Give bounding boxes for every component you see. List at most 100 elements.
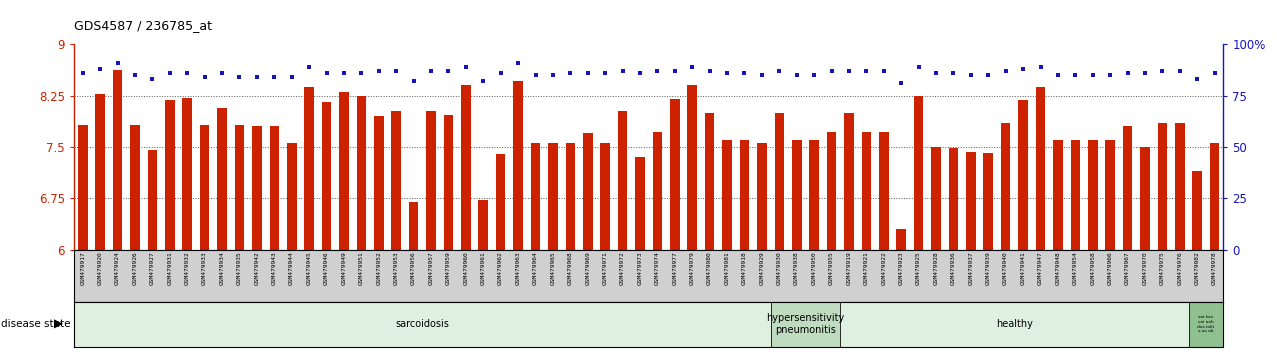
- Bar: [1175, 123, 1185, 250]
- Bar: [723, 140, 732, 250]
- Text: sarcoidosis: sarcoidosis: [396, 319, 450, 329]
- Text: GSM479937: GSM479937: [968, 251, 973, 285]
- Point: [891, 80, 912, 86]
- Point: [160, 70, 180, 76]
- Point: [577, 70, 598, 76]
- Text: GSM479933: GSM479933: [202, 251, 207, 285]
- Point: [299, 64, 319, 70]
- Point: [561, 70, 581, 76]
- Point: [926, 70, 946, 76]
- Bar: [1158, 123, 1167, 250]
- Text: GSM479952: GSM479952: [377, 251, 382, 285]
- Point: [647, 68, 668, 74]
- Text: GSM479972: GSM479972: [621, 251, 626, 285]
- Text: GSM479959: GSM479959: [446, 251, 451, 285]
- Point: [438, 68, 458, 74]
- Text: GSM479967: GSM479967: [1125, 251, 1130, 285]
- Bar: [914, 96, 923, 250]
- Text: GSM479935: GSM479935: [238, 251, 243, 285]
- Text: GSM479954: GSM479954: [1073, 251, 1078, 285]
- Point: [386, 68, 406, 74]
- Text: GSM479970: GSM479970: [1143, 251, 1148, 285]
- Bar: [443, 115, 453, 250]
- Bar: [235, 125, 244, 250]
- Bar: [200, 125, 209, 250]
- Bar: [130, 125, 139, 250]
- Bar: [896, 229, 905, 250]
- Point: [317, 70, 337, 76]
- Bar: [1122, 126, 1133, 250]
- Text: GSM479980: GSM479980: [707, 251, 713, 285]
- Text: GSM479982: GSM479982: [1195, 251, 1200, 285]
- Point: [1013, 66, 1033, 72]
- Bar: [566, 143, 575, 250]
- Text: GSM479965: GSM479965: [550, 251, 555, 285]
- Bar: [618, 111, 627, 250]
- Text: sar bro
coi noh
dos iolit
s-as ob: sar bro coi noh dos iolit s-as ob: [1198, 315, 1214, 333]
- Bar: [461, 85, 471, 250]
- Text: GSM479957: GSM479957: [429, 251, 434, 285]
- Text: GSM479979: GSM479979: [690, 251, 695, 285]
- Text: GSM479946: GSM479946: [324, 251, 329, 285]
- Text: GSM479955: GSM479955: [829, 251, 834, 285]
- Text: GSM479934: GSM479934: [220, 251, 225, 285]
- Bar: [1001, 123, 1010, 250]
- Point: [89, 66, 110, 72]
- Bar: [1070, 140, 1080, 250]
- Point: [281, 74, 301, 80]
- Point: [1065, 72, 1085, 78]
- Text: hypersensitivity
pneumonitis: hypersensitivity pneumonitis: [766, 313, 844, 335]
- Bar: [862, 132, 871, 250]
- Point: [525, 72, 545, 78]
- Bar: [374, 116, 383, 250]
- Text: GSM479976: GSM479976: [1177, 251, 1183, 285]
- Bar: [427, 111, 435, 250]
- Text: GSM479951: GSM479951: [359, 251, 364, 285]
- Text: GSM479977: GSM479977: [672, 251, 677, 285]
- Bar: [217, 108, 227, 250]
- Text: GSM479948: GSM479948: [1055, 251, 1060, 285]
- Bar: [409, 202, 419, 250]
- Bar: [479, 200, 488, 250]
- Bar: [1088, 140, 1097, 250]
- Text: GSM479926: GSM479926: [133, 251, 138, 285]
- Text: GSM479922: GSM479922: [881, 251, 886, 285]
- Bar: [739, 140, 750, 250]
- Bar: [826, 132, 836, 250]
- Bar: [949, 148, 958, 250]
- Point: [1204, 70, 1225, 76]
- Bar: [531, 143, 540, 250]
- Text: GSM479925: GSM479925: [916, 251, 921, 285]
- Bar: [670, 99, 679, 250]
- Text: GSM479938: GSM479938: [794, 251, 799, 285]
- Point: [734, 70, 755, 76]
- Text: GSM479931: GSM479931: [167, 251, 172, 285]
- Text: GSM479932: GSM479932: [185, 251, 190, 285]
- Bar: [513, 81, 522, 250]
- Point: [1083, 72, 1103, 78]
- Bar: [340, 92, 349, 250]
- Text: GSM479936: GSM479936: [951, 251, 956, 285]
- Bar: [705, 113, 714, 250]
- Point: [839, 68, 859, 74]
- Point: [333, 70, 354, 76]
- Text: GSM479978: GSM479978: [1212, 251, 1217, 285]
- Text: GSM479961: GSM479961: [480, 251, 485, 285]
- Bar: [810, 140, 819, 250]
- Text: ▶: ▶: [54, 318, 63, 331]
- Point: [212, 70, 232, 76]
- Bar: [757, 143, 766, 250]
- Point: [142, 76, 162, 82]
- FancyBboxPatch shape: [74, 302, 770, 347]
- Text: GSM479964: GSM479964: [533, 251, 538, 285]
- Point: [700, 68, 720, 74]
- Point: [1117, 70, 1138, 76]
- Bar: [548, 143, 558, 250]
- Text: GSM479929: GSM479929: [760, 251, 765, 285]
- Point: [1099, 72, 1120, 78]
- Point: [178, 70, 198, 76]
- Point: [769, 68, 789, 74]
- Bar: [983, 153, 994, 250]
- Bar: [392, 111, 401, 250]
- Point: [404, 78, 424, 84]
